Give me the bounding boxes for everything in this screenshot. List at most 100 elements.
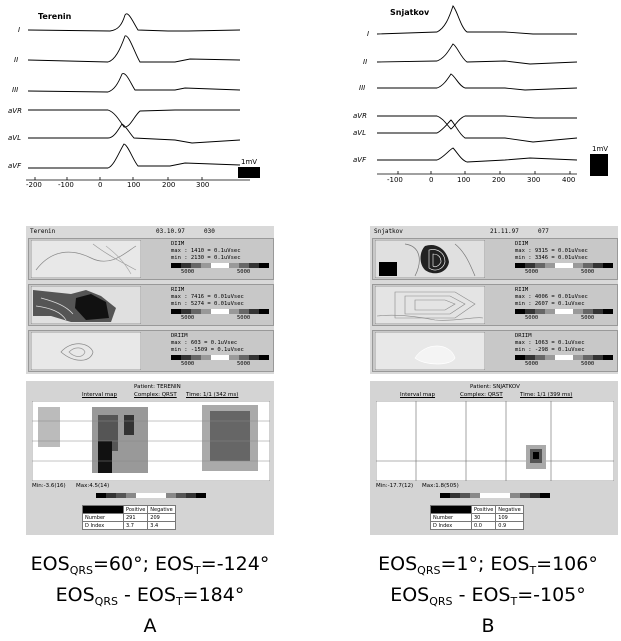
lead-label: III: [12, 86, 19, 94]
patient-name: Terenin: [30, 228, 56, 235]
tick-label: 100: [127, 181, 141, 189]
tick-label: 200: [162, 181, 176, 189]
scale-left: 5000: [181, 361, 195, 367]
map-driim: DRIIM max : 603 = 0.1uVsec min : -1509 =…: [28, 330, 274, 372]
trace-a-II: [27, 35, 241, 63]
table-header: Negative: [495, 505, 524, 514]
trace-b-aVL: [377, 119, 578, 143]
map-riim: RIIM max : 4006 = 0.01uVsec min : 2607 =…: [372, 284, 618, 326]
color-scale: [515, 263, 613, 268]
table-header: Positive: [122, 505, 149, 514]
map-riim: RIIM max : 7416 = 0.01uVsec min : 5274 =…: [28, 284, 274, 326]
table-cell: 209: [147, 513, 176, 522]
tick-label: 200: [492, 176, 506, 184]
caption-b: EOSQRS=1°; EOST=106° EOSQRS - EOST=-105°…: [355, 552, 621, 638]
map-max: max : 603 = 0.1uVsec: [171, 340, 238, 346]
table-cell: D Index: [82, 521, 124, 530]
map-title: DRIIM: [515, 333, 532, 339]
map-panel-a: Terenin 03.10.97 030 DIIM max : 1410 = 0…: [26, 226, 274, 374]
map-diim: DIIM max : 9315 = 0.01uVsec min : 3346 =…: [372, 238, 618, 280]
map-panel-b: Snjatkov 21.11.97 077 DIIM max : 9315 = …: [370, 226, 618, 374]
color-scale: [171, 355, 269, 360]
lead-label: aVF: [353, 156, 367, 164]
trace-b-II: [376, 43, 578, 65]
scale-left: 5000: [525, 269, 539, 275]
grid-time: Time: 1/1 (399 ms): [520, 392, 573, 398]
table-cell: 291: [122, 513, 149, 522]
map-min: min : -298 = 0.1uVsec: [515, 347, 585, 353]
map-min: min : 5274 = 0.01uVsec: [171, 301, 244, 307]
map-driim: DRIIM max : 1063 = 0.1uVsec min : -298 =…: [372, 330, 618, 372]
trace-b-I: [376, 5, 577, 35]
map-min: min : 2607 = 0.1uVsec: [515, 301, 585, 307]
ecg-name-b: Snjatkov: [390, 8, 430, 17]
record-date: 21.11.97: [490, 228, 519, 235]
table-cell: 109: [495, 513, 524, 522]
tick-label: 100: [457, 176, 471, 184]
record-id: 077: [538, 228, 549, 235]
lead-label: aVR: [353, 112, 367, 120]
eos-line-2-a: EOSQRS - EOST=184°: [55, 584, 245, 608]
map-max: max : 7416 = 0.01uVsec: [171, 294, 244, 300]
lead-label: aVL: [353, 129, 366, 137]
trace-b-aVF: [377, 147, 578, 163]
ecg-traces-b: [376, 5, 608, 176]
map-min: min : 2130 = 0.1uVsec: [171, 255, 241, 261]
trace-a-aVL: [28, 123, 241, 144]
trace-a-aVF: [28, 143, 241, 169]
scale-bar-b: [590, 154, 608, 176]
scale-right: 5000: [581, 269, 595, 275]
ecg-traces-a: [26, 13, 272, 181]
map-title: DIIM: [171, 241, 185, 247]
tick-label: -100: [387, 176, 403, 184]
map-title: DRIIM: [171, 333, 188, 339]
caption-a: EOSQRS=60°; EOST=-124° EOSQRS - EOST=184…: [0, 552, 300, 638]
tick-label: 300: [527, 176, 541, 184]
grid-interval: Interval map: [82, 392, 118, 398]
lead-label: III: [359, 84, 366, 92]
grid-max: Max:1.8(505): [422, 483, 459, 489]
lead-label: II: [14, 56, 19, 64]
record-date: 03.10.97: [156, 228, 185, 235]
tick-label: -200: [26, 181, 42, 189]
lead-label: aVR: [8, 107, 22, 115]
patient-name: Snjatkov: [374, 228, 403, 235]
grid-complex: Complex: QRST: [134, 392, 177, 398]
panel-letter-b: B: [481, 615, 495, 637]
color-scale: [515, 355, 613, 360]
lead-label: I: [18, 26, 21, 34]
map-max: max : 1063 = 0.1uVsec: [515, 340, 585, 346]
map-max: max : 4006 = 0.01uVsec: [515, 294, 588, 300]
grid-color-scale: [96, 493, 206, 498]
map-min: min : -1509 = 0.1uVsec: [171, 347, 244, 353]
map-diim: DIIM max : 1410 = 0.1uVsec min : 2130 = …: [28, 238, 274, 280]
grid-color-scale: [440, 493, 550, 498]
ecg-panel-b: Snjatkov I II III aVR aVL aVF -100 0 100…: [345, 0, 621, 190]
color-scale: [171, 263, 269, 268]
scale-left: 5000: [181, 315, 195, 321]
lead-label: II: [363, 58, 368, 66]
tick-label: 400: [562, 176, 576, 184]
table-header: Negative: [147, 505, 176, 514]
table-cell: 3.7: [122, 521, 149, 530]
record-id: 030: [204, 228, 215, 235]
ecg-name-a: Terenin: [38, 12, 72, 21]
grid-map-panel-b: Patient: SNJATKOV Interval map Complex: …: [370, 381, 618, 535]
tick-label: 0: [98, 181, 103, 189]
trace-a-I: [27, 13, 241, 32]
grid-min: Min:-3.6(16): [32, 483, 66, 489]
map-title: DIIM: [515, 241, 529, 247]
grid-map-panel-a: Patient: TERENIN Interval map Complex: Q…: [26, 381, 274, 535]
eos-line-1-b: EOSQRS=1°; EOST=106°: [378, 553, 598, 577]
grid-summary-table: Positive Negative Number 291 209 D Index 3.7…: [82, 505, 176, 530]
scale-label: 1mV: [241, 158, 258, 166]
grid-patient: Patient: SNJATKOV: [470, 384, 520, 390]
table-cell: Number: [82, 513, 124, 522]
scale-right: 5000: [237, 315, 251, 321]
map-title: RIIM: [515, 287, 529, 293]
tick-label: -100: [58, 181, 74, 189]
ecg-panel-a: Terenin I II III aVR aVL aVF -200 -100 0…: [0, 0, 280, 190]
scale-bar-a: [238, 167, 260, 178]
grid-min: Min:-17.7(12): [376, 483, 414, 489]
panel-letter-a: A: [143, 615, 157, 637]
